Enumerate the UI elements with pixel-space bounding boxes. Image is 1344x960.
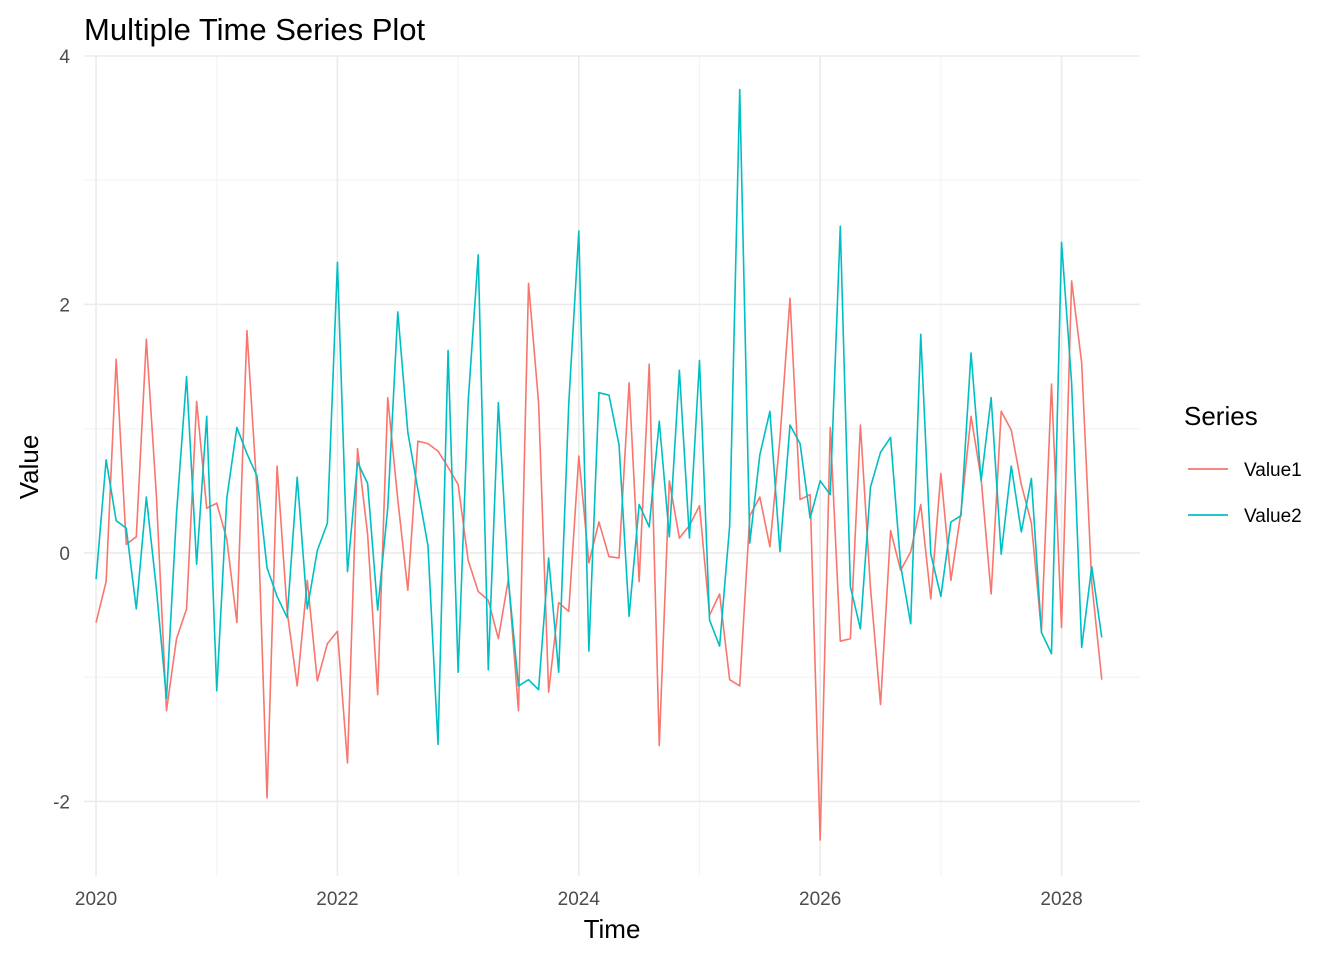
y-axis-title: Value bbox=[14, 435, 44, 500]
minor-gridlines bbox=[84, 56, 1140, 876]
x-axis-tick-labels: 2020 2022 2024 2026 2028 bbox=[75, 889, 1083, 910]
legend-title: Series bbox=[1184, 401, 1258, 431]
y-tick-label: 0 bbox=[59, 544, 70, 565]
y-tick-label: 4 bbox=[59, 47, 70, 68]
series-line-value1 bbox=[95, 280, 1103, 841]
x-tick-label: 2028 bbox=[1040, 889, 1082, 910]
y-tick-label: -2 bbox=[53, 792, 70, 813]
legend-label-value1: Value1 bbox=[1244, 460, 1302, 481]
series-line-value2 bbox=[95, 88, 1103, 746]
x-tick-label: 2022 bbox=[316, 889, 358, 910]
series-layer bbox=[95, 88, 1103, 841]
legend-items: Value1 Value2 bbox=[1188, 460, 1302, 527]
x-tick-label: 2024 bbox=[558, 889, 601, 910]
chart-title: Multiple Time Series Plot bbox=[84, 12, 426, 47]
x-tick-label: 2026 bbox=[799, 889, 841, 910]
major-gridlines bbox=[84, 55, 1140, 876]
x-tick-label: 2020 bbox=[75, 889, 117, 910]
legend-label-value2: Value2 bbox=[1244, 506, 1302, 527]
y-tick-label: 2 bbox=[59, 295, 70, 316]
y-axis-tick-labels: -2 0 2 4 bbox=[53, 47, 70, 813]
x-axis-title: Time bbox=[584, 914, 641, 944]
legend: Series Value1 Value2 bbox=[1184, 401, 1302, 527]
